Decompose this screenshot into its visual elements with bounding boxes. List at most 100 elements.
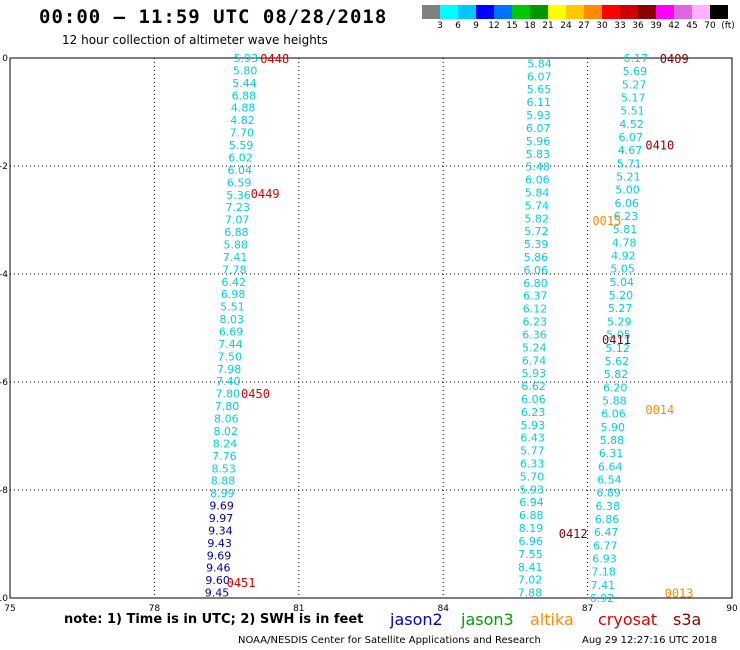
swh-value-label: 6.12 bbox=[523, 303, 548, 316]
swh-value-label: 5.48 bbox=[525, 161, 550, 174]
scale-swatch bbox=[656, 5, 674, 19]
swh-value-label: 5.27 bbox=[608, 302, 633, 315]
swh-value-label: 9.43 bbox=[207, 537, 232, 550]
color-scale bbox=[422, 5, 728, 19]
swh-value-label: 5.83 bbox=[526, 148, 551, 161]
x-tick-label: 87 bbox=[582, 604, 593, 614]
swh-value-label: 5.27 bbox=[622, 78, 647, 91]
x-tick-label: 90 bbox=[726, 604, 738, 614]
swh-value-label: 5.93 bbox=[519, 483, 544, 496]
swh-value-label: 5.00 bbox=[615, 184, 640, 197]
swh-value-label: 7.07 bbox=[225, 214, 250, 227]
swh-value-label: 6.06 bbox=[523, 264, 548, 277]
swh-value-label: 6.80 bbox=[523, 277, 548, 290]
swh-value-label: 7.41 bbox=[591, 579, 616, 592]
swh-value-label: 4.67 bbox=[618, 144, 643, 157]
swh-value-label: 9.97 bbox=[209, 512, 234, 525]
scale-swatch bbox=[422, 5, 440, 19]
swh-value-label: 5.72 bbox=[524, 225, 549, 238]
swh-value-label: 6.36 bbox=[522, 328, 547, 341]
swh-value-label: 6.59 bbox=[227, 176, 252, 189]
swh-value-label: 6.42 bbox=[222, 276, 247, 289]
swh-value-label: 5.74 bbox=[525, 199, 550, 212]
swh-value-label: 6.07 bbox=[527, 70, 552, 83]
swh-value-label: 7.50 bbox=[217, 350, 242, 363]
swh-value-label: 6.23 bbox=[521, 406, 546, 419]
swh-value-label: 7.02 bbox=[518, 574, 543, 587]
swh-value-label: 4.92 bbox=[611, 250, 636, 263]
swh-value-label: 8.06 bbox=[214, 413, 239, 426]
pass-time-label: 0450 bbox=[241, 387, 270, 401]
swh-value-label: 8.03 bbox=[219, 313, 244, 326]
swh-value-label: 6.88 bbox=[232, 89, 257, 102]
swh-value-label: 7.78 bbox=[222, 263, 247, 276]
credit-text: NOAA/NESDIS Center for Satellite Applica… bbox=[238, 635, 541, 646]
swh-value-label: 7.44 bbox=[218, 338, 243, 351]
y-tick-label: -6 bbox=[0, 378, 8, 388]
swh-value-label: 5.59 bbox=[229, 139, 254, 152]
plot-frame bbox=[9, 57, 733, 599]
swh-value-label: 6.98 bbox=[221, 288, 246, 301]
swh-value-label: 6.06 bbox=[614, 197, 639, 210]
swh-value-label: 5.80 bbox=[233, 64, 258, 77]
y-tick-label: -8 bbox=[0, 486, 8, 496]
scale-swatch bbox=[458, 5, 476, 19]
legend-jason3: jason3 bbox=[461, 610, 514, 629]
swh-value-label: 6.96 bbox=[519, 535, 544, 548]
scale-label: 12 bbox=[488, 21, 500, 31]
swh-value-label: 6.06 bbox=[525, 174, 550, 187]
scale-label: 70 bbox=[704, 21, 716, 31]
scale-label: 33 bbox=[614, 21, 626, 31]
swh-value-label: 9.34 bbox=[208, 524, 233, 537]
swh-value-label: 5.20 bbox=[609, 289, 634, 302]
pass-time-label: 0448 bbox=[260, 52, 289, 66]
swh-value-label: 5.88 bbox=[224, 238, 249, 251]
swh-value-label: 5.12 bbox=[605, 342, 630, 355]
swh-value-label: 4.88 bbox=[231, 102, 256, 115]
scale-swatch bbox=[476, 5, 494, 19]
scale-label: 3 bbox=[437, 21, 443, 31]
pass-time-label: 0409 bbox=[660, 52, 689, 66]
scale-swatch bbox=[638, 5, 656, 19]
swh-value-label: 8.19 bbox=[519, 522, 544, 535]
legend-altika: altika bbox=[530, 610, 574, 629]
x-tick-label: 75 bbox=[4, 604, 15, 614]
scale-swatch bbox=[602, 5, 620, 19]
swh-value-label: 5.82 bbox=[524, 212, 549, 225]
legend-jason2: jason2 bbox=[390, 610, 443, 629]
swh-value-label: 6.17 bbox=[623, 52, 648, 65]
scale-label: 21 bbox=[542, 21, 554, 31]
swh-value-label: 6.38 bbox=[596, 500, 621, 513]
swh-value-label: 5.82 bbox=[604, 368, 629, 381]
swh-value-label: 7.23 bbox=[226, 201, 251, 214]
swh-value-label: 8.24 bbox=[213, 437, 238, 450]
legend-cryosat: cryosat bbox=[598, 610, 658, 629]
scale-label: 45 bbox=[686, 21, 698, 31]
pass-time-label: 0014 bbox=[645, 403, 674, 417]
swh-value-label: 5.93 bbox=[526, 109, 551, 122]
swh-value-label: 5.65 bbox=[527, 83, 552, 96]
swh-value-label: 5.51 bbox=[220, 301, 245, 314]
swh-value-label: 6.20 bbox=[603, 381, 628, 394]
swh-value-label: 9.45 bbox=[205, 587, 230, 600]
chart-subtitle: 12 hour collection of altimeter wave hei… bbox=[62, 33, 328, 47]
note-text: note: 1) Time is in UTC; 2) SWH is in fe… bbox=[64, 612, 364, 627]
swh-value-label: 5.93 bbox=[521, 419, 546, 432]
swh-value-label: 7.41 bbox=[223, 251, 248, 264]
swh-value-label: 9.60 bbox=[205, 574, 230, 587]
scale-label: 18 bbox=[524, 21, 536, 31]
swh-value-label: 5.51 bbox=[620, 105, 645, 118]
y-tick-label: -2 bbox=[0, 162, 8, 172]
swh-value-label: 9.69 bbox=[209, 500, 234, 513]
swh-value-label: 7.76 bbox=[212, 450, 237, 463]
pass-time-label: 0410 bbox=[645, 138, 674, 152]
swh-value-label: 7.18 bbox=[591, 566, 616, 579]
scale-label: 9 bbox=[473, 21, 479, 31]
scale-swatch bbox=[584, 5, 602, 19]
swh-value-label: 5.77 bbox=[520, 445, 545, 458]
swh-value-label: 5.05 bbox=[610, 263, 635, 276]
pass-time-label: 0013 bbox=[665, 587, 694, 601]
swh-value-label: 7.55 bbox=[518, 548, 543, 561]
swh-value-label: 5.84 bbox=[525, 186, 550, 199]
